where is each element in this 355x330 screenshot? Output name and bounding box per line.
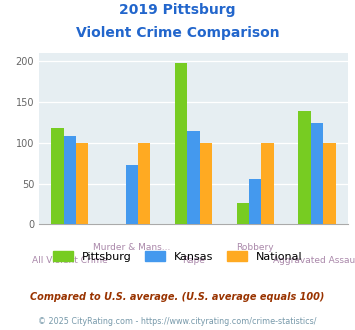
Bar bbox=[138, 143, 150, 224]
Text: Aggravated Assault: Aggravated Assault bbox=[273, 256, 355, 265]
Bar bbox=[51, 128, 64, 224]
Bar bbox=[200, 143, 212, 224]
Text: Compared to U.S. average. (U.S. average equals 100): Compared to U.S. average. (U.S. average … bbox=[30, 292, 325, 302]
Bar bbox=[261, 143, 274, 224]
Bar bbox=[237, 203, 249, 224]
Text: © 2025 CityRating.com - https://www.cityrating.com/crime-statistics/: © 2025 CityRating.com - https://www.city… bbox=[38, 317, 317, 326]
Bar bbox=[126, 165, 138, 224]
Text: 2019 Pittsburg: 2019 Pittsburg bbox=[119, 3, 236, 17]
Text: Rape: Rape bbox=[182, 256, 205, 265]
Text: Violent Crime Comparison: Violent Crime Comparison bbox=[76, 26, 279, 40]
Legend: Pittsburg, Kansas, National: Pittsburg, Kansas, National bbox=[49, 247, 306, 267]
Text: Murder & Mans...: Murder & Mans... bbox=[93, 243, 170, 251]
Bar bbox=[323, 143, 335, 224]
Bar bbox=[299, 111, 311, 224]
Text: All Violent Crime: All Violent Crime bbox=[32, 256, 108, 265]
Bar bbox=[64, 136, 76, 224]
Bar bbox=[175, 63, 187, 224]
Bar bbox=[76, 143, 88, 224]
Text: Robbery: Robbery bbox=[236, 243, 274, 251]
Bar bbox=[249, 180, 261, 224]
Bar bbox=[311, 123, 323, 224]
Bar bbox=[187, 131, 200, 224]
